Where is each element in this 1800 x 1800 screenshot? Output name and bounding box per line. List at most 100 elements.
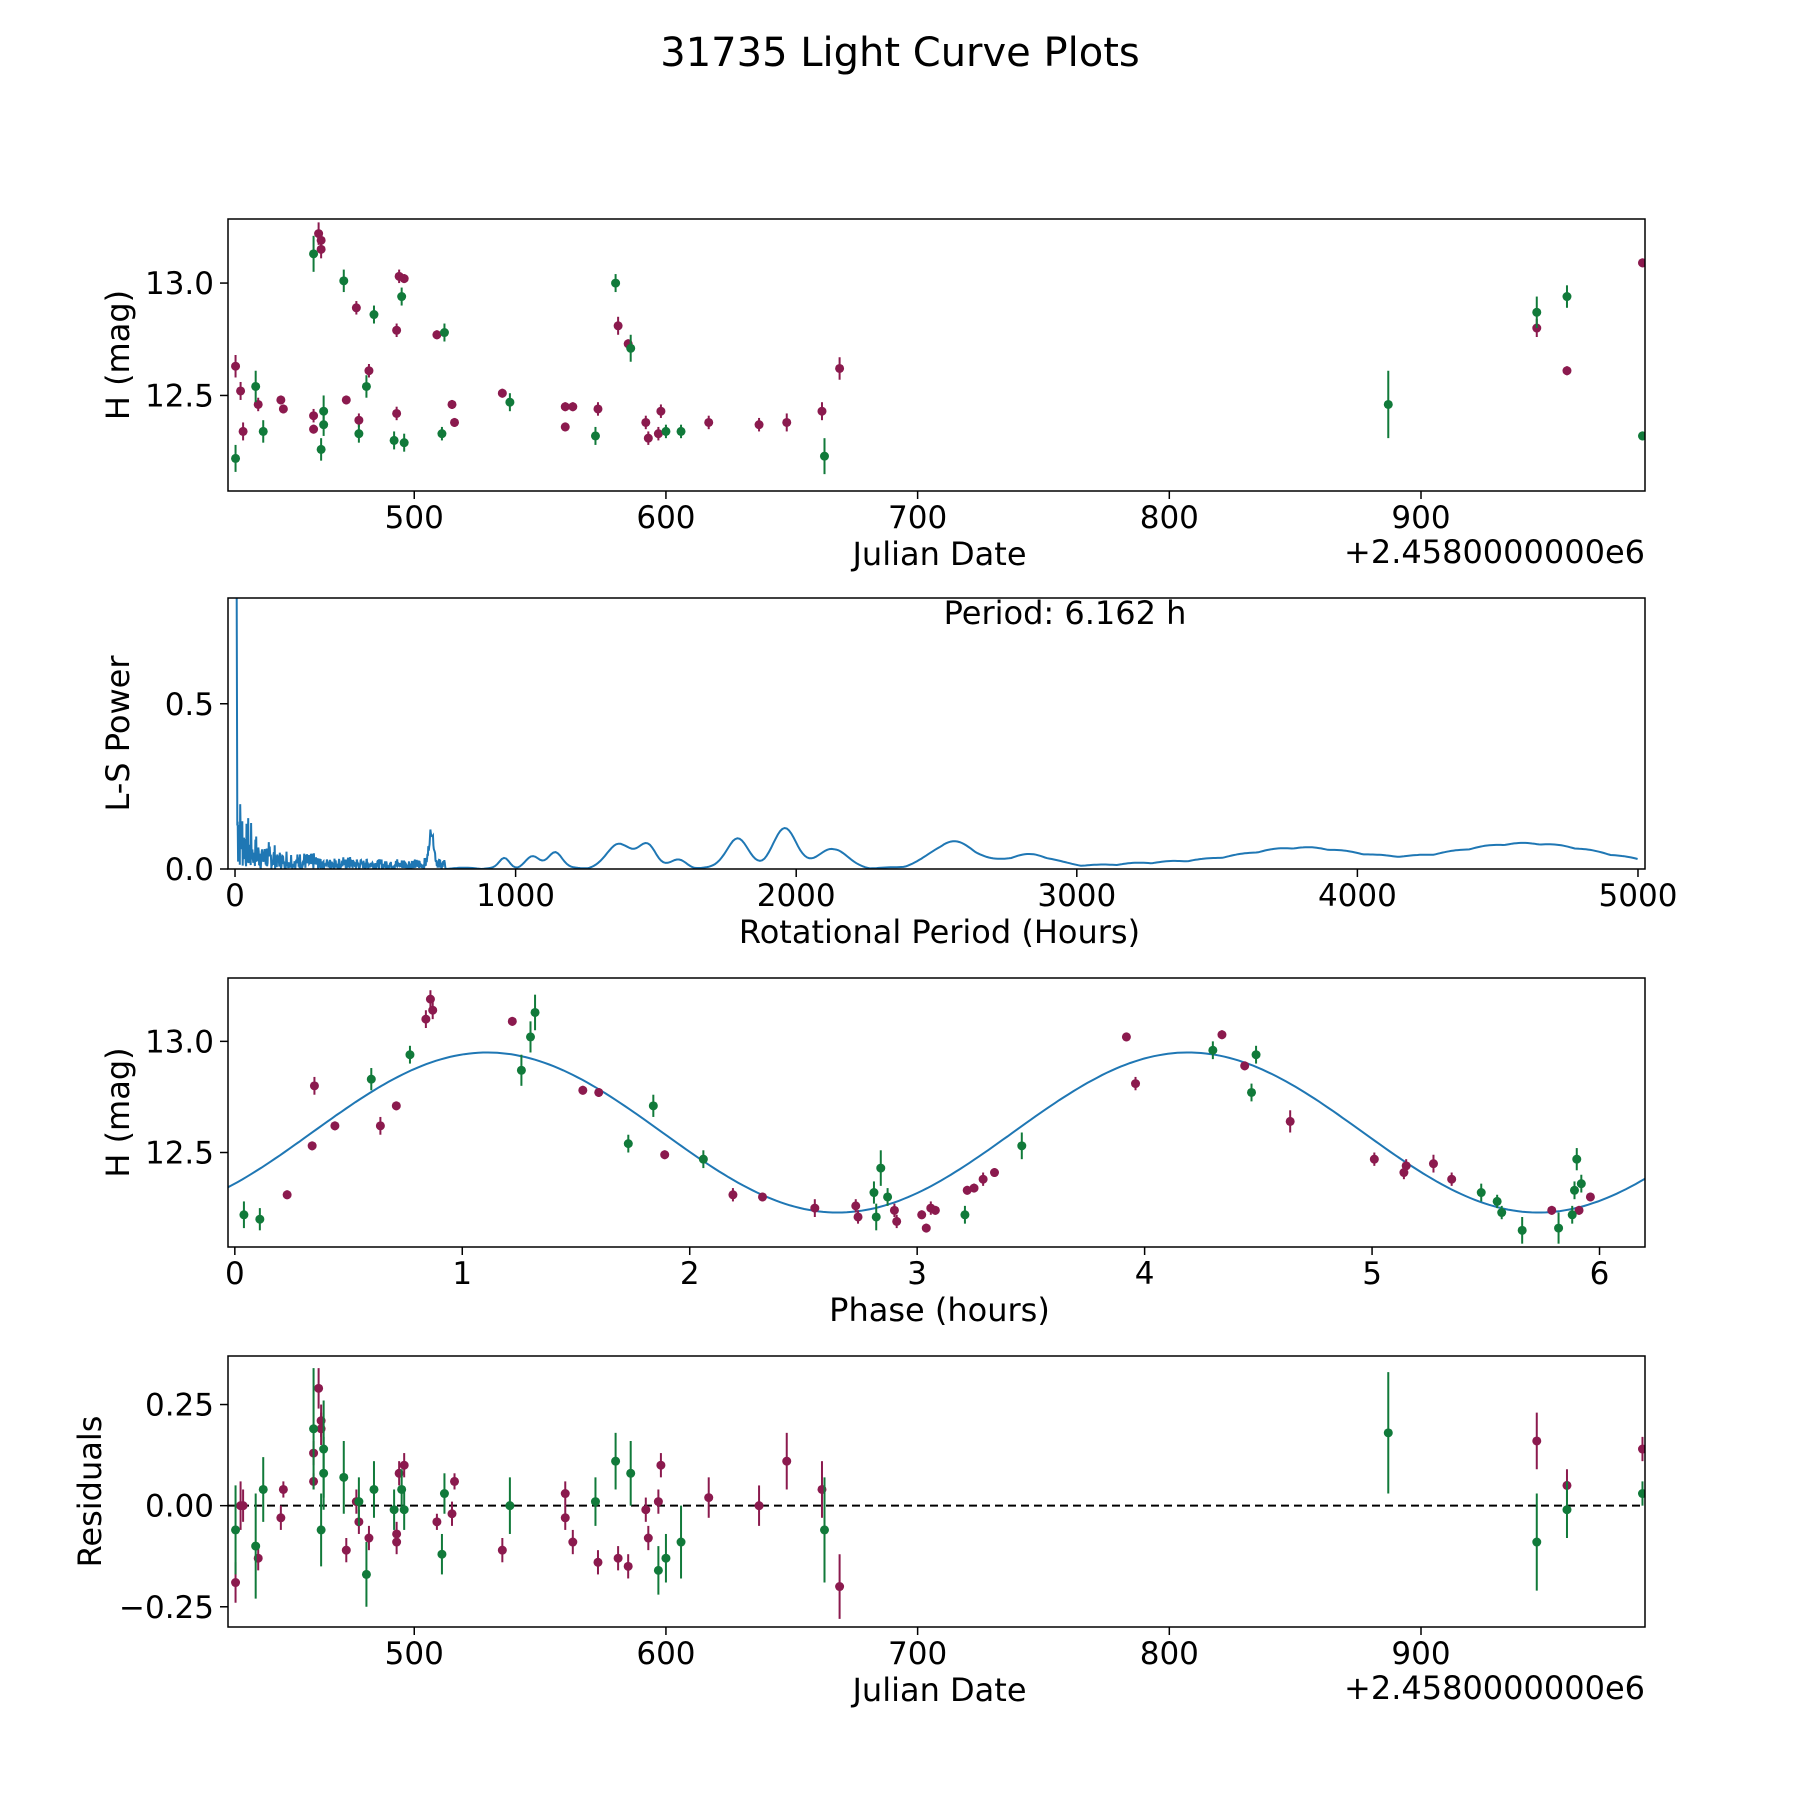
data-point-green — [258, 426, 268, 436]
data-point-red — [307, 1141, 317, 1151]
data-point-red — [364, 1533, 374, 1543]
data-point-green — [611, 278, 621, 288]
data-point-red — [593, 1557, 603, 1567]
data-point-green — [1576, 1179, 1586, 1189]
data-point-red — [613, 1553, 623, 1563]
data-point-green — [876, 1163, 886, 1173]
data-point-green — [530, 1007, 540, 1017]
data-point-green — [389, 435, 399, 445]
data-point-red — [560, 1513, 570, 1523]
data-point-red — [930, 1205, 940, 1215]
data-point-green — [361, 1569, 371, 1579]
x-axis-label: Julian Date — [850, 535, 1026, 573]
phased-frame — [227, 977, 1646, 1248]
data-point-green — [590, 1497, 600, 1507]
data-point-red — [613, 321, 623, 331]
data-point-green — [231, 1525, 241, 1535]
data-point-red — [507, 1016, 517, 1026]
data-point-red — [1574, 1205, 1584, 1215]
x-tick-label: 4 — [1135, 1256, 1155, 1292]
data-point-green — [397, 292, 407, 302]
data-point-red — [1447, 1174, 1457, 1184]
data-point-red — [364, 366, 374, 376]
data-point-green — [516, 1065, 526, 1075]
data-point-red — [917, 1210, 927, 1220]
data-point-red — [568, 1537, 578, 1547]
data-point-green — [309, 1424, 319, 1434]
data-point-green — [1251, 1050, 1261, 1060]
data-point-red — [641, 1505, 651, 1515]
data-point-green — [1383, 1428, 1393, 1438]
data-point-green — [366, 1074, 376, 1084]
data-point-green — [1567, 1210, 1577, 1220]
data-point-red — [231, 1578, 241, 1588]
data-point-green — [1517, 1225, 1527, 1235]
x-axis-offset-label: +2.4580000000e6 — [1344, 1669, 1645, 1707]
data-point-green — [319, 420, 329, 430]
data-point-red — [728, 1190, 738, 1200]
data-point-red — [432, 330, 442, 340]
y-tick-label: 0.25 — [145, 1388, 214, 1424]
x-tick-label: 500 — [385, 1636, 444, 1672]
data-point-green — [239, 1210, 249, 1220]
data-point-red — [704, 1493, 714, 1503]
data-point-green — [626, 1468, 636, 1478]
x-tick-label: 1000 — [476, 878, 555, 914]
y-tick-label: 0.5 — [165, 687, 214, 723]
data-point-red — [810, 1203, 820, 1213]
data-point-red — [851, 1201, 861, 1211]
y-tick-label: 0.00 — [145, 1489, 214, 1525]
data-point-red — [392, 325, 402, 335]
data-point-green — [626, 343, 636, 353]
data-point-green — [1492, 1196, 1502, 1206]
x-tick-label: 3000 — [1037, 878, 1116, 914]
data-point-red — [391, 1101, 401, 1111]
data-point-red — [560, 422, 570, 432]
data-point-green — [676, 1537, 686, 1547]
x-axis-label: Phase (hours) — [829, 1291, 1050, 1329]
phased-plot-area — [228, 990, 1645, 1244]
data-point-red — [656, 406, 666, 416]
lightcurve-frame — [227, 218, 1646, 492]
data-point-red — [1131, 1079, 1141, 1089]
data-point-red — [351, 303, 361, 313]
data-point-green — [1247, 1087, 1257, 1097]
y-axis-label: H (mag) — [99, 1047, 137, 1177]
data-point-green — [871, 1212, 881, 1222]
y-tick-label: 0.0 — [165, 852, 214, 888]
data-point-red — [450, 1476, 460, 1486]
data-point-red — [653, 429, 663, 439]
periodogram-frame — [227, 597, 1646, 870]
data-point-green — [316, 444, 326, 454]
y-tick-label: −0.25 — [119, 1590, 214, 1626]
x-tick-label: 800 — [1140, 1636, 1199, 1672]
data-point-green — [590, 431, 600, 441]
data-point-red — [660, 1150, 670, 1160]
residuals-frame — [227, 1355, 1646, 1628]
data-point-red — [1637, 1444, 1645, 1454]
lightcurve-panel: 500 600 700 800 900 12.5 13.0 Julian Date H (mag… — [99, 218, 1646, 573]
data-point-green — [653, 1565, 663, 1575]
data-point-green — [361, 381, 371, 391]
data-point-green — [251, 1541, 261, 1551]
data-point-green — [439, 1489, 449, 1499]
data-point-red — [853, 1212, 863, 1222]
y-axis-label: Residuals — [71, 1416, 109, 1568]
data-point-red — [231, 361, 241, 371]
data-point-green — [1572, 1154, 1582, 1164]
periodogram-panel: Period: 6.162 h 0 1000 2000 3000 4000 5000 0.0 0… — [99, 594, 1677, 951]
lightcurve-plot-area — [231, 222, 1645, 475]
data-point-red — [238, 1501, 248, 1511]
data-point-red — [593, 404, 603, 414]
data-point-green — [819, 1525, 829, 1535]
data-point-red — [978, 1174, 988, 1184]
residuals-panel: 500 600 700 800 900 −0.25 0.00 0.25 Julian Date R… — [71, 1355, 1646, 1709]
data-point-red — [578, 1085, 588, 1095]
data-point-red — [560, 402, 570, 412]
data-point-green — [648, 1101, 658, 1111]
y-tick-label: 12.5 — [145, 1136, 214, 1172]
data-point-red — [1240, 1061, 1250, 1071]
data-point-green — [1476, 1188, 1486, 1198]
best-period-annotation: Period: 6.162 h — [944, 594, 1187, 632]
